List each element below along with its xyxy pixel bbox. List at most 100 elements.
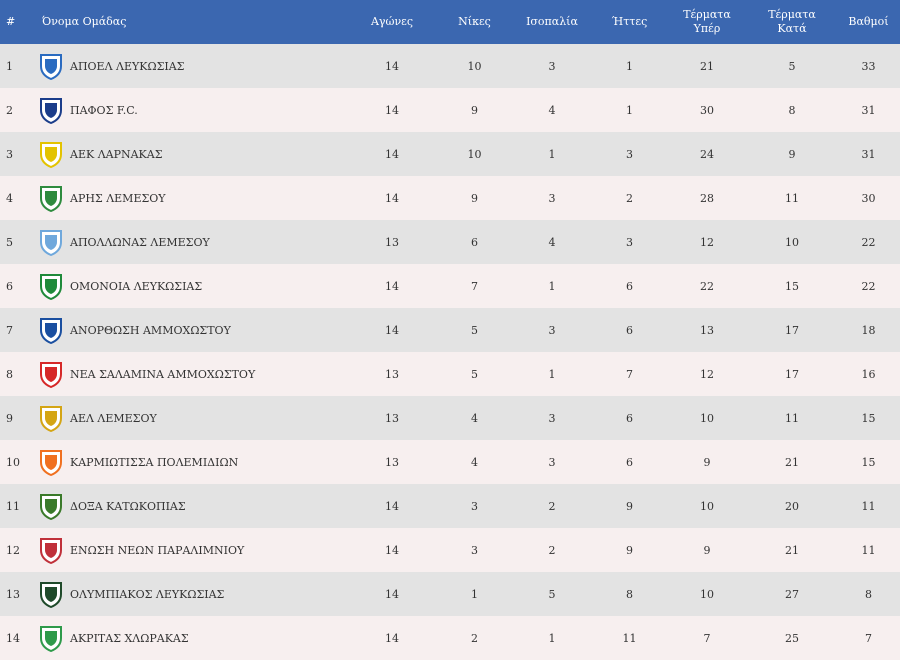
karmiotissa-logo-icon [36,447,66,477]
team-cell: ΑΕΛ ΛΕΜΕΣΟΥ [36,396,347,440]
rank-cell: 6 [6,279,13,293]
table-row[interactable]: 9 ΑΕΛ ΛΕΜΕΣΟΥ 13 4 3 6 10 11 15 [0,396,900,440]
table-row[interactable]: 5 ΑΠΟΛΛΩΝΑΣ ΛΕΜΕΣΟΥ 13 6 4 3 12 10 22 [0,220,900,264]
team-name[interactable]: ΑΠΟΕΛ ΛΕΥΚΩΣΙΑΣ [70,59,185,73]
table-row[interactable]: 4 ΑΡΗΣ ΛΕΜΕΣΟΥ 14 9 3 2 28 11 30 [0,176,900,220]
goals-for-cell: 7 [703,631,711,645]
rank-cell: 7 [6,323,13,337]
goals-against-cell: 21 [785,543,799,557]
aris-logo-icon [36,183,66,213]
goals-against-cell: 8 [788,103,796,117]
team-name[interactable]: ΑΚΡΙΤΑΣ ΧΛΩΡΑΚΑΣ [70,631,189,645]
team-name[interactable]: ΠΑΦΟΣ F.C. [70,103,138,117]
points-cell: 11 [861,543,876,557]
played-cell: 14 [385,59,399,73]
team-cell: ΑΡΗΣ ΛΕΜΕΣΟΥ [36,176,347,220]
header-wins: Νίκες [458,15,491,28]
team-name[interactable]: ΔΟΞΑ ΚΑΤΩΚΟΠΙΑΣ [70,499,186,513]
team-cell: ΝΕΑ ΣΑΛΑΜΙΝΑ ΑΜΜΟΧΩΣΤΟΥ [36,352,347,396]
team-name[interactable]: ΑΕΚ ΛΑΡΝΑΚΑΣ [70,147,163,161]
wins-cell: 5 [471,367,478,381]
table-row[interactable]: 13 ΟΛΥΜΠΙΑΚΟΣ ΛΕΥΚΩΣΙΑΣ 14 1 5 8 10 27 8 [0,572,900,616]
wins-cell: 9 [471,103,478,117]
team-name[interactable]: ΑΠΟΛΛΩΝΑΣ ΛΕΜΕΣΟΥ [70,235,210,249]
points-cell: 31 [861,147,876,161]
rank-cell: 2 [6,103,13,117]
goals-against-cell: 15 [785,279,799,293]
table-row[interactable]: 14 ΑΚΡΙΤΑΣ ΧΛΩΡΑΚΑΣ 14 2 1 11 7 25 7 [0,616,900,660]
played-cell: 14 [385,631,399,645]
table-body: 1 ΑΠΟΕΛ ΛΕΥΚΩΣΙΑΣ 14 10 3 1 21 5 33 2 ΠΑΦΟΣ F.C. 14… [0,44,900,660]
olympiakos-logo-icon [36,579,66,609]
header-team: Όνομα Ομάδας [42,15,127,28]
losses-cell: 9 [626,543,633,557]
wins-cell: 7 [471,279,478,293]
doxa-logo-icon [36,491,66,521]
rank-cell: 10 [6,455,20,469]
ael-logo-icon [36,403,66,433]
goals-for-cell: 22 [700,279,714,293]
team-cell: ΠΑΦΟΣ F.C. [36,88,347,132]
team-name[interactable]: ΕΝΩΣΗ ΝΕΩΝ ΠΑΡΑΛΙΜΝΙΟΥ [70,543,245,557]
played-cell: 13 [385,367,399,381]
team-name[interactable]: ΟΛΥΜΠΙΑΚΟΣ ΛΕΥΚΩΣΙΑΣ [70,587,225,601]
goals-against-cell: 25 [785,631,799,645]
wins-cell: 9 [471,191,478,205]
rank-cell: 12 [6,543,20,557]
losses-cell: 6 [626,323,633,337]
losses-cell: 6 [626,455,633,469]
nea-salamina-logo-icon [36,359,66,389]
wins-cell: 10 [467,59,482,73]
team-name[interactable]: ΑΝΟΡΘΩΣΗ ΑΜΜΟΧΩΣΤΟΥ [70,323,231,337]
played-cell: 14 [385,147,399,161]
table-row[interactable]: 12 ΕΝΩΣΗ ΝΕΩΝ ΠΑΡΑΛΙΜΝΙΟΥ 14 3 2 9 9 21 11 [0,528,900,572]
played-cell: 14 [385,191,399,205]
team-name[interactable]: ΝΕΑ ΣΑΛΑΜΙΝΑ ΑΜΜΟΧΩΣΤΟΥ [70,367,256,381]
team-cell: ΑΝΟΡΘΩΣΗ ΑΜΜΟΧΩΣΤΟΥ [36,308,347,352]
losses-cell: 2 [626,191,633,205]
draws-cell: 1 [548,367,556,381]
team-cell: ΟΛΥΜΠΙΑΚΟΣ ΛΕΥΚΩΣΙΑΣ [36,572,347,616]
table-row[interactable]: 8 ΝΕΑ ΣΑΛΑΜΙΝΑ ΑΜΜΟΧΩΣΤΟΥ 13 5 1 7 12 17 16 [0,352,900,396]
rank-cell: 5 [6,235,13,249]
draws-cell: 3 [548,323,556,337]
losses-cell: 7 [626,367,633,381]
table-row[interactable]: 2 ΠΑΦΟΣ F.C. 14 9 4 1 30 8 31 [0,88,900,132]
draws-cell: 3 [548,455,556,469]
table-row[interactable]: 6 ΟΜΟΝΟΙΑ ΛΕΥΚΩΣΙΑΣ 14 7 1 6 22 15 22 [0,264,900,308]
points-cell: 22 [861,235,876,249]
draws-cell: 1 [548,631,556,645]
played-cell: 14 [385,323,399,337]
goals-against-cell: 10 [785,235,799,249]
team-name[interactable]: ΑΡΗΣ ΛΕΜΕΣΟΥ [70,191,166,205]
team-cell: ΚΑΡΜΙΩΤΙΣΣΑ ΠΟΛΕΜΙΔΙΩΝ [36,440,347,484]
team-name[interactable]: ΚΑΡΜΙΩΤΙΣΣΑ ΠΟΛΕΜΙΔΙΩΝ [70,455,239,469]
points-cell: 7 [865,631,872,645]
goals-for-cell: 12 [700,235,714,249]
goals-for-cell: 21 [700,59,714,73]
goals-against-cell: 20 [785,499,799,513]
goals-against-cell: 9 [788,147,796,161]
wins-cell: 6 [471,235,478,249]
apollon-logo-icon [36,227,66,257]
team-name[interactable]: ΑΕΛ ΛΕΜΕΣΟΥ [70,411,157,425]
table-row[interactable]: 1 ΑΠΟΕΛ ΛΕΥΚΩΣΙΑΣ 14 10 3 1 21 5 33 [0,44,900,88]
played-cell: 14 [385,103,399,117]
team-cell: ΑΠΟΛΛΩΝΑΣ ΛΕΜΕΣΟΥ [36,220,347,264]
goals-for-cell: 10 [700,587,714,601]
losses-cell: 11 [622,631,637,645]
goals-against-cell: 11 [785,411,799,425]
points-cell: 33 [861,59,876,73]
table-row[interactable]: 7 ΑΝΟΡΘΩΣΗ ΑΜΜΟΧΩΣΤΟΥ 14 5 3 6 13 17 18 [0,308,900,352]
header-goals-for-line2: Υπέρ [693,22,721,35]
goals-for-cell: 10 [700,411,714,425]
losses-cell: 1 [626,103,633,117]
table-row[interactable]: 3 ΑΕΚ ΛΑΡΝΑΚΑΣ 14 10 1 3 24 9 31 [0,132,900,176]
points-cell: 30 [861,191,876,205]
header-draws: Ισοπαλία [526,15,578,28]
losses-cell: 6 [626,411,633,425]
anorthosis-logo-icon [36,315,66,345]
table-row[interactable]: 10 ΚΑΡΜΙΩΤΙΣΣΑ ΠΟΛΕΜΙΔΙΩΝ 13 4 3 6 9 21 15 [0,440,900,484]
table-row[interactable]: 11 ΔΟΞΑ ΚΑΤΩΚΟΠΙΑΣ 14 3 2 9 10 20 11 [0,484,900,528]
team-name[interactable]: ΟΜΟΝΟΙΑ ΛΕΥΚΩΣΙΑΣ [70,279,203,293]
